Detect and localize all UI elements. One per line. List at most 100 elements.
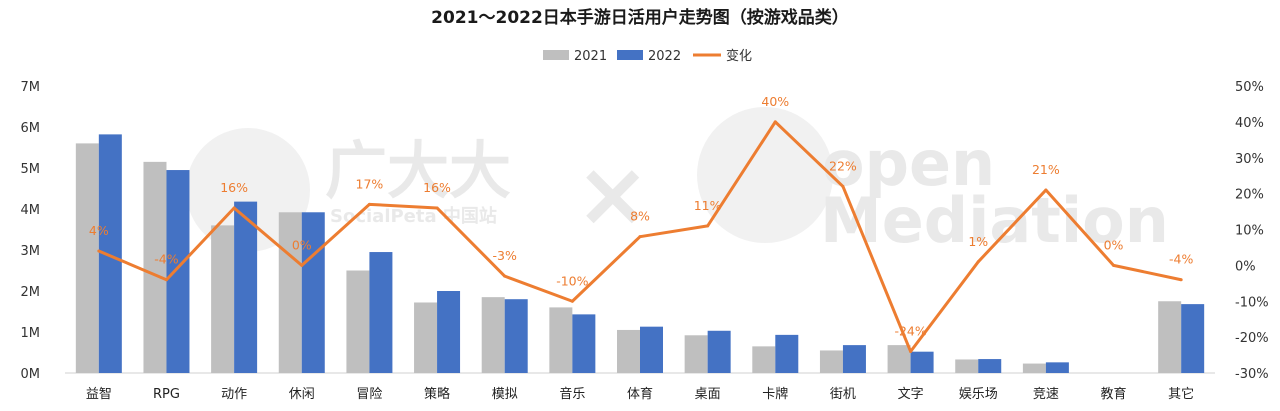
bar-2022	[910, 351, 934, 373]
watermark-left-sub: SocialPeta 中国站	[330, 205, 497, 227]
change-data-label: -24%	[894, 323, 926, 338]
change-point	[164, 278, 168, 282]
bar-2021	[887, 345, 911, 373]
category-label: 其它	[1168, 386, 1194, 402]
bar-2022	[707, 330, 731, 373]
right-axis-tick-label: 10%	[1235, 224, 1264, 239]
change-data-label: 11%	[694, 198, 722, 213]
change-point	[367, 202, 371, 206]
change-line-layer	[97, 120, 1183, 353]
change-point	[773, 120, 777, 124]
legend-label-2021: 2021	[574, 49, 607, 64]
bar-2022	[437, 291, 461, 373]
bar-2021	[414, 302, 438, 373]
watermark-left-brand: 广大大	[325, 134, 511, 207]
change-point	[232, 206, 236, 210]
watermark-cross: ×	[575, 142, 650, 247]
category-label: 卡牌	[762, 386, 788, 402]
legend-swatch-2022	[617, 50, 643, 60]
change-point	[841, 184, 845, 188]
bar-2022	[978, 359, 1002, 373]
bars	[65, 134, 1215, 374]
bar-2021	[549, 307, 573, 373]
category-label: 竞速	[1033, 386, 1059, 402]
category-label: 文字	[898, 387, 924, 402]
change-point	[976, 260, 980, 264]
right-axis-tick-label: 20%	[1235, 188, 1264, 203]
category-label: 动作	[221, 387, 247, 402]
legend-label-2022: 2022	[648, 49, 681, 64]
legend-label-change: 变化	[726, 48, 752, 64]
change-data-label: 1%	[968, 234, 988, 249]
change-point	[300, 263, 304, 267]
change-point	[638, 235, 642, 239]
bar-2021	[75, 143, 99, 373]
bar-2022	[640, 326, 663, 373]
bar-2022	[166, 170, 190, 373]
change-data-label: 0%	[1104, 237, 1124, 252]
change-point	[570, 299, 574, 303]
change-data-label: 21%	[1032, 162, 1060, 177]
bar-2021	[211, 225, 235, 373]
bar-2021	[752, 346, 776, 373]
change-point	[1112, 263, 1116, 267]
change-data-label: 22%	[829, 158, 857, 173]
left-axis-tick-label: 6M	[21, 121, 41, 136]
right-axis-tick-label: 30%	[1235, 152, 1264, 167]
change-point	[909, 349, 913, 353]
bar-2022	[98, 134, 122, 373]
change-data-label: 4%	[89, 223, 109, 238]
bar-2021	[481, 297, 505, 373]
left-axis-tick-label: 2M	[21, 285, 41, 300]
change-point	[1179, 278, 1183, 282]
right-axis-tick-label: -20%	[1235, 331, 1269, 346]
left-axis-tick-label: 5M	[21, 162, 41, 177]
category-label: 桌面	[695, 387, 721, 402]
data-labels: 4% -4% 16% 0% 17% 16% -3% -10% 8% 11% 40% 22% -24% 1%…	[89, 94, 1194, 339]
right-axis-tick-label: 50%	[1235, 80, 1264, 95]
change-point	[435, 206, 439, 210]
legend-swatch-2021	[543, 50, 569, 60]
right-axis-tick-label: 0%	[1235, 259, 1256, 274]
bar-2022	[1045, 362, 1069, 373]
watermark-openmediation-logo	[697, 107, 833, 243]
category-labels: 益智 RPG 动作 休闲 冒险 策略 模拟 音乐 体育 桌面 卡牌 街机 文字 娱乐场 竞速 教育 其它	[86, 386, 1194, 402]
bar-2022	[504, 299, 528, 373]
change-point	[503, 274, 507, 278]
change-data-label: 17%	[356, 176, 384, 191]
bar-2021	[346, 270, 370, 373]
category-label: 娱乐场	[959, 387, 998, 402]
category-label: 教育	[1101, 386, 1127, 402]
change-data-label: 40%	[761, 94, 789, 109]
category-label: 音乐	[559, 386, 585, 402]
category-label: 冒险	[356, 387, 382, 402]
left-axis: 0M 1M 2M 3M 4M 5M 6M 7M	[21, 80, 41, 382]
bar-2021	[819, 350, 843, 373]
change-data-label: 16%	[423, 180, 451, 195]
left-axis-tick-label: 0M	[21, 367, 41, 382]
change-point	[1044, 188, 1048, 192]
category-label: 体育	[627, 386, 653, 402]
bar-2021	[617, 329, 640, 373]
change-data-label: -4%	[154, 252, 178, 267]
bar-2021	[1022, 363, 1046, 373]
bar-2021	[684, 335, 708, 373]
left-axis-tick-label: 1M	[21, 326, 41, 341]
category-label: 街机	[830, 387, 856, 402]
legend: 2021 2022 变化	[543, 48, 752, 64]
bar-2022	[1181, 304, 1205, 373]
left-axis-tick-label: 4M	[21, 203, 41, 218]
change-data-label: -4%	[1169, 252, 1193, 267]
right-axis: -30% -20% -10% 0% 10% 20% 30% 40% 50%	[1235, 80, 1269, 382]
bar-2022	[234, 201, 258, 373]
right-axis-tick-label: 40%	[1235, 116, 1264, 131]
change-point	[706, 224, 710, 228]
bar-2021	[143, 161, 167, 373]
change-data-label: -10%	[556, 273, 588, 288]
right-axis-tick-label: -30%	[1235, 367, 1269, 382]
change-data-label: -3%	[493, 248, 517, 263]
category-label: 益智	[86, 387, 112, 402]
chart-title: 2021～2022日本手游日活用户走势图（按游戏品类）	[431, 7, 849, 28]
